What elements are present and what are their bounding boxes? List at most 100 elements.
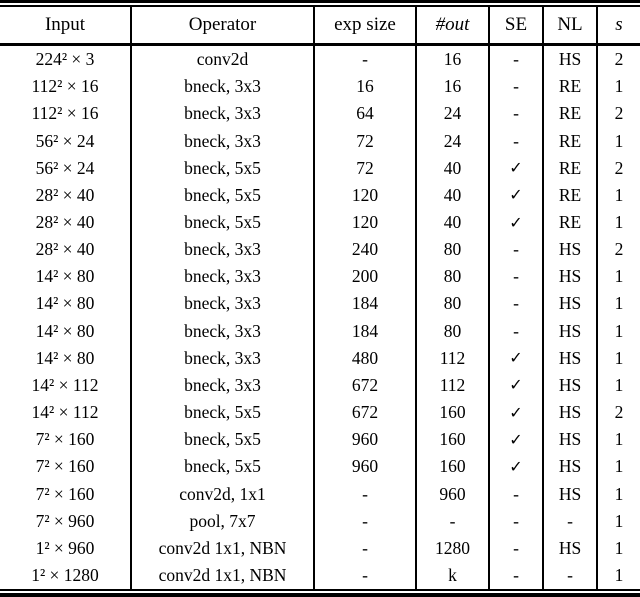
table-header: Input Operator exp size #out SE NL s xyxy=(0,7,640,43)
table-cell-stride: 1 xyxy=(596,480,640,508)
table-cell-out: 160 xyxy=(415,453,488,481)
table-cell-out: 112 xyxy=(415,344,488,372)
table-cell-out: 24 xyxy=(415,127,488,155)
table-row: 14² × 112 bneck, 3x3 672 112 ✓ HS 1 xyxy=(0,371,640,400)
table-cell-operator: bneck, 5x5 xyxy=(130,426,313,454)
table-row: 7² × 160 conv2d, 1x1-960- HS 1 xyxy=(0,480,640,508)
table-cell-exp-size: 72 xyxy=(313,127,415,155)
table-cell-operator: bneck, 5x5 xyxy=(130,208,313,237)
table-cell-out: - xyxy=(415,507,488,535)
table-cell-nl: HS xyxy=(542,480,596,508)
table-row: 224² × 3 conv2d -16- HS 2 xyxy=(0,46,640,74)
table-cell-exp-size: 16 xyxy=(313,73,415,101)
table-cell-input: 7² × 160 xyxy=(35,429,95,450)
table-cell-operator: bneck, 5x5 xyxy=(130,399,313,427)
table-cell-stride: 1 xyxy=(596,127,640,155)
table-cell-operator: bneck, 3x3 xyxy=(130,344,313,372)
table-cell-stride: 2 xyxy=(596,46,640,74)
table-cell-stride: 2 xyxy=(596,154,640,182)
table-cell-se: - xyxy=(488,561,542,590)
table-cell-stride: 2 xyxy=(596,399,640,427)
table-cell-stride: 2 xyxy=(596,100,640,128)
table-cell-operator: bneck, 3x3 xyxy=(130,127,313,155)
table-cell-input: 14² × 80 xyxy=(35,347,95,368)
table-cell-nl: HS xyxy=(542,453,596,481)
table-cell-stride: 1 xyxy=(596,73,640,101)
table-cell-input: 14² × 80 xyxy=(35,266,95,287)
table-cell-nl: HS xyxy=(542,317,596,345)
table-cell-exp-size: 120 xyxy=(313,181,415,209)
column-header-exp-size: exp size xyxy=(313,7,415,43)
table-cell-input: 14² × 112 xyxy=(31,374,99,395)
table-row: 28² × 40 bneck, 5x5 120 40 ✓ RE 1 xyxy=(0,181,640,209)
table-cell-exp-size: 240 xyxy=(313,236,415,264)
table-cell-out: 80 xyxy=(415,290,488,318)
table-cell-se: - xyxy=(488,534,542,562)
table-cell-exp-size: 200 xyxy=(313,263,415,291)
table-body: 224² × 3 conv2d -16- HS 2 112² × 16 bneck, 3x3… xyxy=(0,46,640,590)
table-cell-operator: bneck, 3x3 xyxy=(130,73,313,101)
table-row: 56² × 24 bneck, 5x5 72 40 ✓ RE 2 xyxy=(0,154,640,182)
table-cell-stride: 1 xyxy=(596,453,640,481)
checkmark-icon: ✓ xyxy=(488,399,542,427)
table-cell-operator: bneck, 3x3 xyxy=(130,371,313,400)
table-cell-se: - xyxy=(488,317,542,345)
table-cell-exp-size: 960 xyxy=(313,453,415,481)
table-cell-input: 28² × 40 xyxy=(35,212,95,233)
table-cell-nl: RE xyxy=(542,154,596,182)
table-row: 28² × 40 bneck, 5x5 120 40 ✓ RE 1 xyxy=(0,208,640,237)
table-cell-nl: HS xyxy=(542,371,596,400)
table-cell-operator: bneck, 5x5 xyxy=(130,453,313,481)
table-cell-se: - xyxy=(488,507,542,535)
table-cell-se: - xyxy=(488,46,542,74)
table-cell-nl: HS xyxy=(542,399,596,427)
column-header-out: #out xyxy=(415,7,488,43)
table-cell-operator: conv2d, 1x1 xyxy=(130,480,313,508)
table-cell-operator: bneck, 5x5 xyxy=(130,154,313,182)
table-cell-exp-size: 184 xyxy=(313,317,415,345)
checkmark-icon: ✓ xyxy=(488,154,542,182)
table-row: 7² × 160 bneck, 5x5 960 160 ✓ HS 1 xyxy=(0,426,640,454)
table-cell-stride: 1 xyxy=(596,317,640,345)
table-cell-input: 56² × 24 xyxy=(35,130,95,151)
checkmark-icon: ✓ xyxy=(488,371,542,400)
table-cell-input: 56² × 24 xyxy=(35,157,95,178)
table-cell-se: - xyxy=(488,236,542,264)
table-cell-out: 16 xyxy=(415,46,488,74)
table-cell-se: - xyxy=(488,73,542,101)
table-cell-stride: 1 xyxy=(596,507,640,535)
column-header-operator: Operator xyxy=(130,7,313,43)
table-cell-stride: 1 xyxy=(596,344,640,372)
table-cell-stride: 1 xyxy=(596,290,640,318)
table-cell-exp-size: - xyxy=(313,480,415,508)
table-cell-nl: - xyxy=(542,507,596,535)
table-cell-exp-size: 64 xyxy=(313,100,415,128)
checkmark-icon: ✓ xyxy=(488,344,542,372)
table-cell-input: 14² × 80 xyxy=(35,320,95,341)
table-cell-nl: HS xyxy=(542,263,596,291)
checkmark-icon: ✓ xyxy=(488,426,542,454)
table-cell-operator: pool, 7x7 xyxy=(130,507,313,535)
table-cell-nl: RE xyxy=(542,100,596,128)
table-cell-exp-size: 120 xyxy=(313,208,415,237)
table-cell-stride: 1 xyxy=(596,208,640,237)
table-cell-operator: bneck, 5x5 xyxy=(130,181,313,209)
checkmark-icon: ✓ xyxy=(488,208,542,237)
table-cell-out: 40 xyxy=(415,154,488,182)
table-cell-se: - xyxy=(488,127,542,155)
table-cell-out: 80 xyxy=(415,263,488,291)
table-row: 14² × 80 bneck, 3x3 184 80- HS 1 xyxy=(0,290,640,318)
table-cell-input: 1² × 960 xyxy=(35,537,95,558)
table-cell-nl: HS xyxy=(542,344,596,372)
table-cell-exp-size: 72 xyxy=(313,154,415,182)
bottom-rule-gap xyxy=(0,591,640,593)
table-row: 112² × 16 bneck, 3x3 16 16- RE 1 xyxy=(0,73,640,101)
table-cell-out: 16 xyxy=(415,73,488,101)
table-cell-nl: HS xyxy=(542,46,596,74)
top-rule-gap xyxy=(0,3,640,5)
table-cell-operator: bneck, 3x3 xyxy=(130,317,313,345)
table-cell-input: 7² × 960 xyxy=(35,510,95,531)
column-header-input: Input xyxy=(44,14,86,35)
table-cell-stride: 2 xyxy=(596,236,640,264)
